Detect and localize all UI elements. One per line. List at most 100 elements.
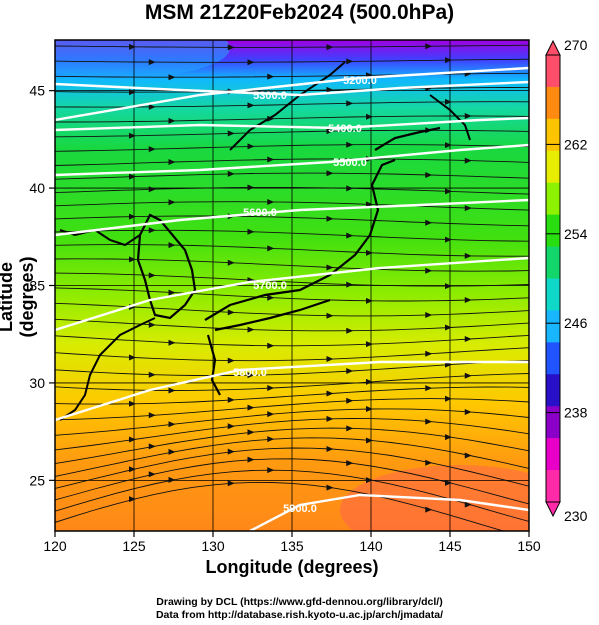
x-tick-label: 135 [280, 538, 304, 554]
x-axis-label: Longitude (degrees) [205, 557, 379, 577]
wind-arrow-head [445, 479, 452, 486]
x-tick-label: 130 [201, 538, 225, 554]
x-tick-label: 150 [517, 538, 541, 554]
wind-arrow-head [326, 215, 334, 222]
colorbar-tick-label: 270 [564, 37, 588, 53]
wind-arrow-head [346, 141, 354, 148]
wind-arrow-head [227, 130, 235, 137]
colorbar-segment [546, 310, 560, 343]
wind-arrow-head [247, 404, 255, 411]
wind-arrow-head [445, 395, 452, 402]
wind-arrow-head [366, 405, 373, 412]
wind-arrow-head [445, 142, 452, 149]
wind-arrow-head [247, 102, 255, 109]
wind-arrow-head [267, 156, 275, 163]
contour-label: 5600.0 [243, 207, 277, 219]
wind-arrow-head [464, 408, 472, 415]
wind-arrow-head [247, 456, 255, 463]
streamline [55, 373, 529, 391]
wind-arrow-head [425, 350, 433, 357]
wind-arrow-head [366, 378, 373, 385]
wind-arrow-head [366, 201, 373, 208]
wind-arrow-head [129, 43, 136, 50]
contour-label: 5400.0 [328, 123, 362, 135]
x-tick-label: 120 [43, 538, 67, 554]
wind-arrow-head [267, 294, 275, 301]
cold-core [55, 40, 230, 78]
wind-arrow-head [445, 236, 452, 243]
colorbar-segment [546, 246, 560, 279]
wind-arrow-head [227, 448, 235, 455]
wind-arrow-head [425, 219, 433, 226]
wind-arrow-head [326, 44, 334, 51]
height-contour-line [55, 198, 529, 237]
wind-arrow-head [326, 484, 334, 491]
wind-arrow-head [464, 157, 472, 164]
colorbar-frame [545, 54, 561, 503]
wind-arrow-head [326, 446, 334, 453]
colorbar-segment [546, 214, 560, 248]
contour-label: 5500.0 [333, 157, 367, 169]
wind-arrow-head [148, 59, 156, 66]
height-contour-line [55, 66, 529, 122]
colorbar-segment [546, 86, 560, 120]
colorbar-segment [546, 438, 560, 471]
x-tick-label: 140 [359, 538, 383, 554]
colorbar-segment [546, 182, 560, 216]
coastlines [59, 61, 471, 421]
wind-arrow-head [168, 339, 176, 346]
wind-arrow-head [247, 326, 255, 333]
wind-arrow-head [445, 188, 452, 195]
wind-arrow-head [346, 460, 354, 467]
wind-arrow-head [129, 496, 136, 503]
wind-arrow-head [168, 242, 176, 249]
height-contour-line [55, 256, 529, 332]
map-plot-area: 5200.0 5300.0 5400.0 5500.0 5600.0 5700.0 5800… [55, 40, 529, 531]
wind-arrow-head [326, 390, 334, 397]
wind-arrow-head [464, 501, 472, 508]
streamline [55, 334, 529, 347]
wind-arrow-head [445, 324, 452, 331]
wind-arrow-head [267, 245, 275, 252]
y-tick-label: 25 [29, 472, 45, 488]
streamline [55, 287, 529, 302]
wind-arrow-head [227, 170, 235, 177]
contour-label: 5300.0 [253, 90, 287, 102]
wind-arrow-head [464, 335, 472, 342]
wind-arrow-head [247, 429, 255, 436]
height-contours: 5200.0 5300.0 5400.0 5500.0 5600.0 5700.0 5800… [55, 66, 529, 531]
wind-arrow-head [366, 249, 373, 256]
colorbar-segment [546, 55, 560, 88]
wind-arrow-head [366, 437, 373, 444]
wind-arrow-head [129, 213, 136, 220]
wind-arrow-head [445, 57, 452, 64]
wind-arrow-head [227, 357, 235, 364]
wind-arrow-head [425, 418, 433, 425]
streamline [55, 201, 529, 211]
wind-arrow-head [464, 252, 472, 259]
colorbar: 270 262 254 246 238 230 [545, 37, 588, 524]
wind-arrow-head [346, 58, 354, 65]
wind-arrow-head [464, 372, 472, 379]
wind-arrow-head [267, 411, 275, 418]
wind-arrow-head [326, 170, 334, 177]
wind-arrow-head [425, 311, 433, 318]
height-contour-line [55, 80, 529, 97]
wind-arrow-head [267, 436, 275, 443]
y-tick-label: 35 [29, 278, 45, 294]
wind-arrow-head [346, 100, 354, 107]
colorbar-tick-label: 230 [564, 508, 588, 524]
wind-arrow-head [346, 327, 354, 334]
colorbar-tick-label: 238 [564, 405, 588, 421]
wind-arrow-head [346, 367, 354, 374]
wind-arrow-head [129, 89, 136, 96]
wind-arrow-head [326, 86, 334, 93]
wind-arrow-head [148, 412, 156, 419]
wind-arrow-head [326, 264, 334, 271]
wind-arrow-head [227, 423, 235, 430]
wind-streamlines [55, 43, 529, 531]
wind-arrow-head [148, 471, 156, 478]
wind-arrow-head [326, 356, 334, 363]
longitude-ticks: 120 125 130 135 140 145 150 [43, 531, 541, 554]
height-contour-line [55, 360, 529, 422]
